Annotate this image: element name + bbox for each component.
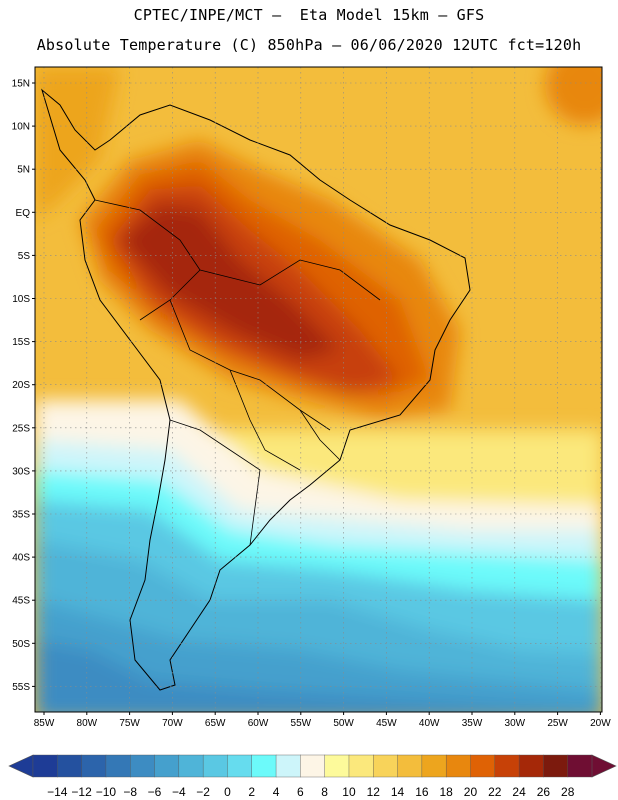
colorbar-swatch — [300, 754, 326, 778]
lat-label: EQ — [16, 208, 31, 219]
colorbar-label: −14 — [47, 785, 68, 799]
colorbar-swatch — [227, 754, 253, 778]
lon-label: 70W — [162, 718, 183, 729]
colorbar-label: 22 — [488, 785, 502, 799]
colorbar-label: 14 — [391, 785, 405, 799]
colorbar-swatch — [397, 754, 423, 778]
colorbar-label: 10 — [342, 785, 356, 799]
colorbar-label: −8 — [123, 785, 137, 799]
colorbar-label: 12 — [367, 785, 381, 799]
colorbar-swatch — [105, 754, 131, 778]
latitude-axis: 15N 10N 5N EQ 5S 10S 15S 20S 25S 30S 35S 40S 45S 50S 5… — [12, 79, 35, 693]
colorbar-swatch — [324, 754, 350, 778]
colorbar-swatch — [494, 754, 520, 778]
lon-label: 65W — [205, 718, 226, 729]
colorbar-label: −6 — [148, 785, 162, 799]
lat-label: 55S — [12, 682, 30, 693]
lon-label: 80W — [77, 718, 98, 729]
lon-label: 55W — [291, 718, 312, 729]
lon-label: 50W — [333, 718, 354, 729]
lon-label: 75W — [119, 718, 140, 729]
lon-label: 25W — [547, 718, 568, 729]
colorbar-label: −2 — [196, 785, 210, 799]
lat-label: 20S — [12, 380, 30, 391]
colorbar-label: 28 — [561, 785, 575, 799]
lat-label: 15S — [12, 337, 30, 348]
colorbar-label: −10 — [96, 785, 117, 799]
lat-label: 5S — [18, 251, 31, 262]
lat-label: 30S — [12, 466, 30, 477]
colorbar-swatch — [130, 754, 156, 778]
colorbar-swatch — [202, 754, 228, 778]
colorbar: −14 −12 −10 −8 −6 −4 −2 0 2 4 6 8 10 12 14 16 18 20 22 24 26… — [8, 754, 617, 799]
lon-label: 35W — [462, 718, 483, 729]
colorbar-label: −4 — [172, 785, 186, 799]
map-frame — [34, 66, 603, 713]
colorbar-swatch — [275, 754, 301, 778]
lon-label: 20W — [590, 718, 611, 729]
lon-label: 45W — [376, 718, 397, 729]
colorbar-label: 24 — [512, 785, 526, 799]
colorbar-label: 8 — [321, 785, 328, 799]
colorbar-label: 20 — [464, 785, 478, 799]
colorbar-swatch — [154, 754, 180, 778]
chart-title-line-2: Absolute Temperature (C) 850hPa – 06/06/… — [36, 36, 582, 54]
colorbar-swatch — [421, 754, 447, 778]
colorbar-label: 2 — [248, 785, 255, 799]
colorbar-label: 6 — [297, 785, 304, 799]
lat-label: 10S — [12, 294, 30, 305]
colorbar-arrow-left — [8, 754, 34, 778]
colorbar-swatch — [543, 754, 569, 778]
colorbar-label: 4 — [273, 785, 280, 799]
lat-label: 35S — [12, 510, 30, 521]
colorbar-label: 26 — [537, 785, 551, 799]
temperature-field — [35, 67, 602, 712]
colorbar-swatch — [32, 754, 58, 778]
colorbar-label: 18 — [439, 785, 453, 799]
colorbar-swatch — [178, 754, 204, 778]
colorbar-arrow-right — [591, 754, 617, 778]
lat-label: 10N — [12, 122, 30, 133]
lon-label: 30W — [505, 718, 526, 729]
colorbar-swatch — [348, 754, 374, 778]
lon-label: 60W — [248, 718, 269, 729]
lat-label: 50S — [12, 639, 30, 650]
colorbar-swatch — [57, 754, 83, 778]
lon-label: 40W — [419, 718, 440, 729]
chart-title-line-1: CPTEC/INPE/MCT – Eta Model 15km – GFS — [133, 6, 485, 24]
colorbar-swatch — [567, 754, 593, 778]
colorbar-swatch — [470, 754, 496, 778]
colorbar-swatch — [251, 754, 277, 778]
colorbar-label: −12 — [71, 785, 92, 799]
lat-label: 40S — [12, 553, 30, 564]
continent-outline — [41, 88, 471, 691]
colorbar-swatch — [445, 754, 471, 778]
lat-label: 15N — [12, 79, 30, 90]
longitude-axis: 85W 80W 75W 70W 65W 60W 55W 50W 45W 40W 35W 30W 25W 2… — [34, 712, 611, 729]
colorbar-swatch — [373, 754, 399, 778]
lat-label: 5N — [17, 165, 30, 176]
lon-label: 85W — [34, 718, 55, 729]
lat-label: 25S — [12, 423, 30, 434]
colorbar-label: 0 — [224, 785, 231, 799]
colorbar-label: 16 — [415, 785, 429, 799]
colorbar-swatch — [81, 754, 107, 778]
colorbar-swatch — [518, 754, 544, 778]
lat-label: 45S — [12, 596, 30, 607]
country-borders — [94, 199, 381, 546]
